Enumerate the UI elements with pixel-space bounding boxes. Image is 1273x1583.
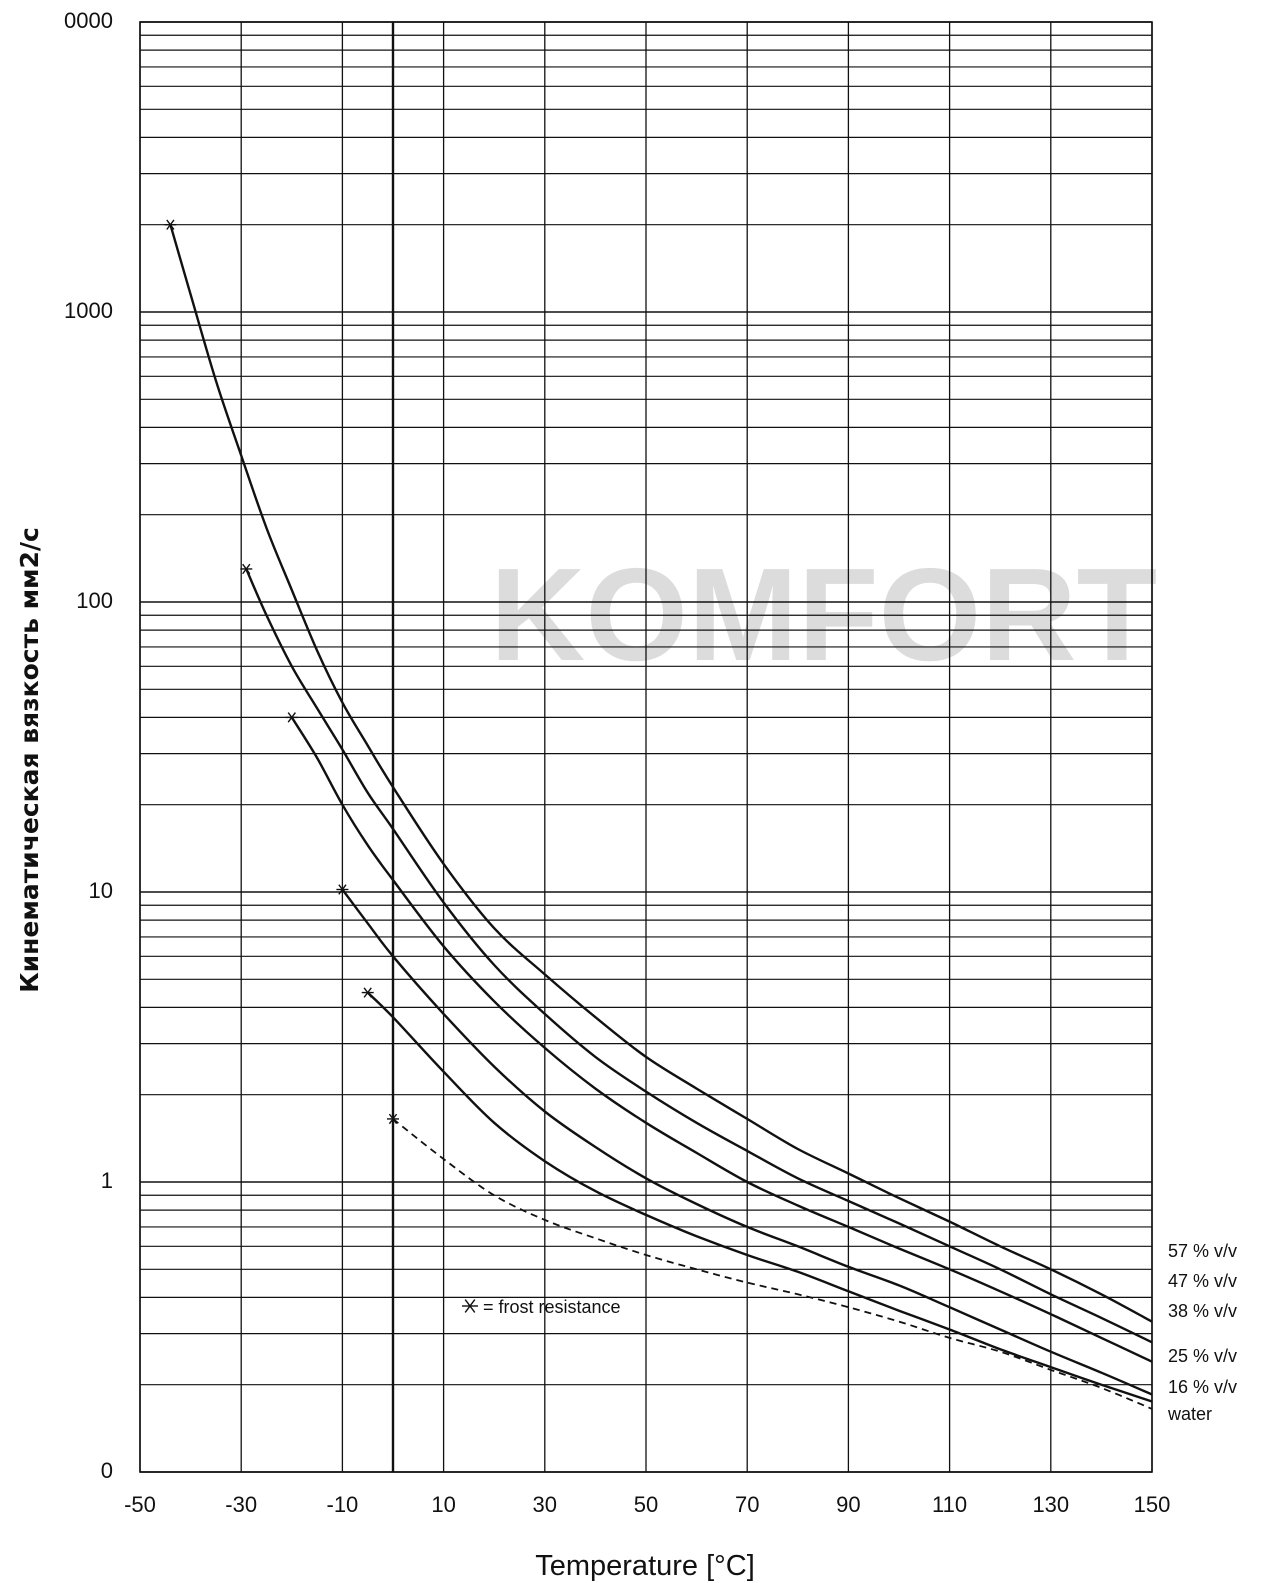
y-tick-label: 0000 [64,8,113,33]
frost-point-marker [240,563,253,575]
x-tick-label: 70 [735,1492,759,1517]
curves [169,224,1153,1410]
series-label: 57 % v/v [1168,1241,1237,1261]
x-tick-label: -10 [327,1492,359,1517]
y-tick-label: 10 [89,878,113,903]
frost-point-marker [387,1113,399,1125]
plot-frame [139,21,1153,1473]
series-line [366,991,1153,1403]
x-tick-label: 90 [836,1492,860,1517]
series-label: 16 % v/v [1168,1377,1237,1397]
series-label: water [1167,1404,1212,1424]
frost-point-marker [361,987,374,998]
series-label: 25 % v/v [1168,1346,1237,1366]
frost-point-marker [285,712,298,723]
watermark-text: KOMFORT [490,541,1157,688]
frost-point-marker [336,884,349,895]
x-tick-label: 150 [1134,1492,1171,1517]
frost-point-marker [164,219,177,230]
grid [139,21,1153,1473]
y-tick-label: 1 [101,1168,113,1193]
frost-resistance-note: = frost resistance [483,1297,621,1317]
series-line [341,888,1153,1396]
x-tick-label: 130 [1032,1492,1069,1517]
x-tick-label: 10 [431,1492,455,1517]
x-tick-label: 30 [533,1492,557,1517]
y-axis-label: Кинематическая вязкость мм2/с [15,527,44,993]
y-tick-label: 100 [76,588,113,613]
asterisk-mark [462,1299,478,1313]
x-tick-label: -50 [124,1492,156,1517]
x-tick-label: -30 [225,1492,257,1517]
y-tick-label: 1000 [64,298,113,323]
asterisk-icon [462,1299,478,1313]
series-line [392,1118,1153,1410]
frost-markers [164,219,399,1125]
frost-resistance-legend: = frost resistance [462,1297,621,1317]
series-labels: 57 % v/v 47 % v/v 38 % v/v 25 % v/v 16 % v/v… [1167,1241,1237,1424]
series-label: 38 % v/v [1168,1301,1237,1321]
x-tick-label: 110 [932,1492,967,1517]
x-axis-label: Temperature [°C] [535,1550,755,1582]
x-tick-labels: -50 -30 -10 10 30 50 70 90 110 130 150 [124,1492,1170,1517]
y-tick-labels: 0 1 10 100 1000 0000 [64,8,113,1483]
y-tick-label: 0 [101,1458,113,1483]
series-label: 47 % v/v [1168,1271,1237,1291]
x-tick-label: 50 [634,1492,658,1517]
series-line [169,224,1153,1323]
series-line [290,716,1153,1363]
series-line [245,568,1153,1344]
